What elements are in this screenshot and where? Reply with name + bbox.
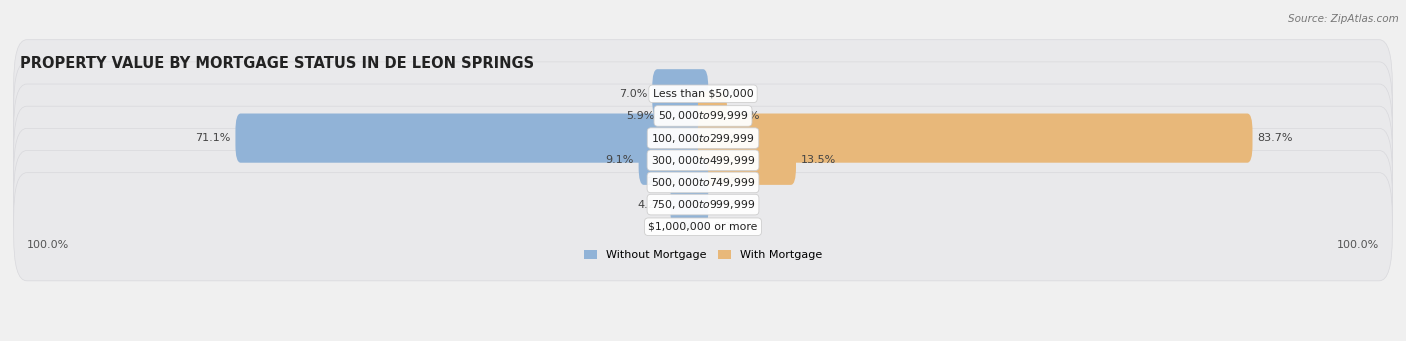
FancyBboxPatch shape (638, 136, 709, 185)
FancyBboxPatch shape (671, 180, 709, 229)
FancyBboxPatch shape (697, 91, 727, 140)
Text: $500,000 to $749,999: $500,000 to $749,999 (651, 176, 755, 189)
Text: $50,000 to $99,999: $50,000 to $99,999 (658, 109, 748, 122)
FancyBboxPatch shape (14, 84, 1392, 192)
Text: 0.0%: 0.0% (713, 222, 741, 232)
Text: $750,000 to $999,999: $750,000 to $999,999 (651, 198, 755, 211)
FancyBboxPatch shape (14, 62, 1392, 170)
Text: 7.0%: 7.0% (620, 89, 648, 99)
Text: Source: ZipAtlas.com: Source: ZipAtlas.com (1288, 14, 1399, 24)
Text: 100.0%: 100.0% (27, 240, 69, 251)
FancyBboxPatch shape (14, 40, 1392, 148)
Text: 9.1%: 9.1% (606, 155, 634, 165)
FancyBboxPatch shape (659, 91, 709, 140)
Text: 0.0%: 0.0% (713, 199, 741, 210)
Text: $300,000 to $499,999: $300,000 to $499,999 (651, 154, 755, 167)
FancyBboxPatch shape (14, 106, 1392, 214)
FancyBboxPatch shape (652, 69, 709, 118)
Text: $1,000,000 or more: $1,000,000 or more (648, 222, 758, 232)
Text: 4.2%: 4.2% (637, 199, 666, 210)
Text: 2.8%: 2.8% (647, 177, 675, 188)
Text: 100.0%: 100.0% (1337, 240, 1379, 251)
FancyBboxPatch shape (697, 114, 1253, 163)
Text: 0.0%: 0.0% (713, 177, 741, 188)
Text: $100,000 to $299,999: $100,000 to $299,999 (651, 132, 755, 145)
Text: 83.7%: 83.7% (1257, 133, 1292, 143)
Text: 71.1%: 71.1% (195, 133, 231, 143)
FancyBboxPatch shape (14, 173, 1392, 281)
Text: 5.9%: 5.9% (627, 111, 655, 121)
Text: Less than $50,000: Less than $50,000 (652, 89, 754, 99)
FancyBboxPatch shape (679, 158, 709, 207)
Legend: Without Mortgage, With Mortgage: Without Mortgage, With Mortgage (579, 246, 827, 265)
Text: 2.9%: 2.9% (731, 111, 761, 121)
Text: PROPERTY VALUE BY MORTGAGE STATUS IN DE LEON SPRINGS: PROPERTY VALUE BY MORTGAGE STATUS IN DE … (20, 56, 534, 71)
FancyBboxPatch shape (697, 136, 796, 185)
FancyBboxPatch shape (14, 150, 1392, 259)
Text: 0.0%: 0.0% (665, 222, 693, 232)
Text: 13.5%: 13.5% (800, 155, 835, 165)
FancyBboxPatch shape (235, 114, 709, 163)
Text: 0.0%: 0.0% (713, 89, 741, 99)
FancyBboxPatch shape (14, 128, 1392, 237)
